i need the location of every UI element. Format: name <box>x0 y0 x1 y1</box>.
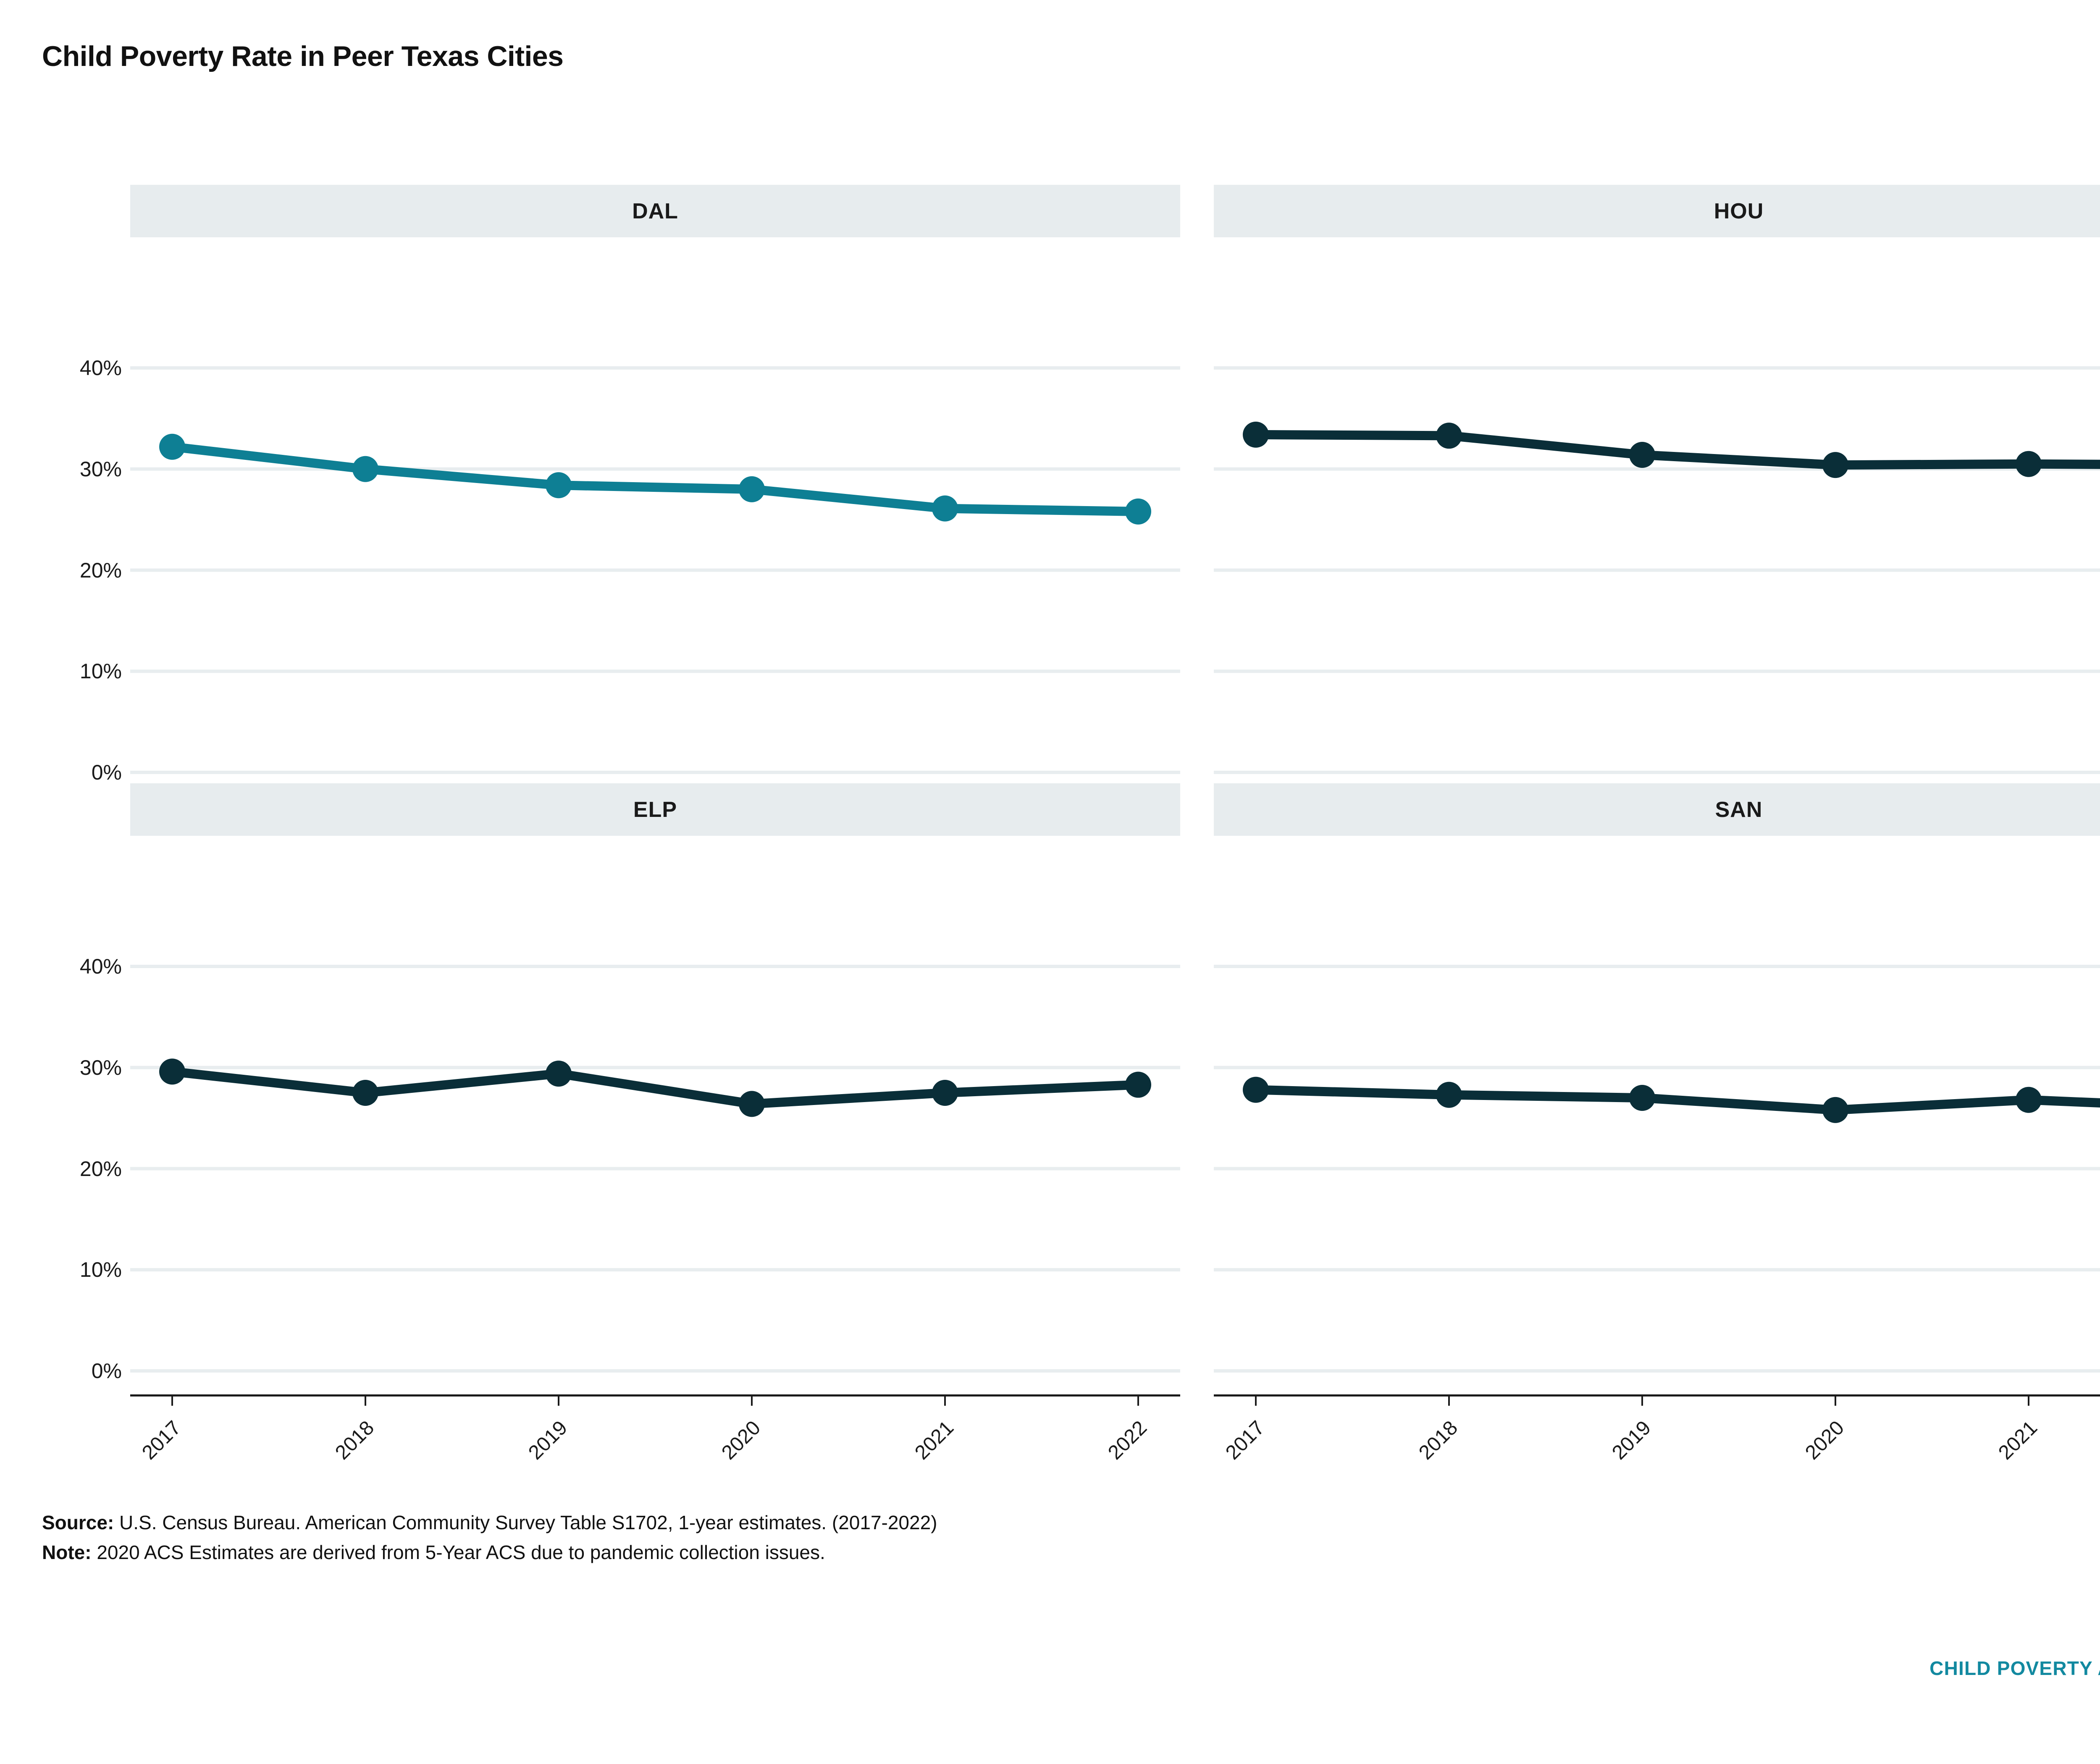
x-axis-tick-mark <box>1448 1396 1450 1406</box>
x-axis-tick-mark <box>365 1396 366 1406</box>
x-axis-tick-label: 2017 <box>138 1416 186 1464</box>
line-chart-hou <box>1214 366 2100 774</box>
facet-label-elp: ELP <box>633 797 677 822</box>
line-chart-dal <box>130 366 1180 774</box>
x-axis-tick-mark <box>2028 1396 2029 1406</box>
footnotes: Source: U.S. Census Bureau. American Com… <box>42 1508 1974 1568</box>
data-point[interactable] <box>1822 1097 1848 1123</box>
data-point[interactable] <box>1243 1076 1269 1103</box>
data-point[interactable] <box>352 456 378 482</box>
plot-area-san <box>1214 836 2100 1382</box>
data-point[interactable] <box>546 472 572 499</box>
x-axis-tick-mark <box>1641 1396 1643 1406</box>
x-axis-tick-mark <box>944 1396 946 1406</box>
x-axis-tick-label: 2018 <box>331 1416 379 1464</box>
x-axis-tick-label: 2021 <box>1994 1416 2042 1464</box>
source-label: Source: <box>42 1512 114 1533</box>
facet-strip-san: SAN <box>1214 783 2100 836</box>
data-point[interactable] <box>1629 1084 1655 1111</box>
data-point[interactable] <box>739 1091 765 1117</box>
brand-logo-text: CHILD POVERTY ACTION LAB <box>1929 1657 2100 1679</box>
x-axis-tick-label: 2019 <box>524 1416 572 1464</box>
plot-area-elp <box>130 836 1180 1382</box>
facet-label-hou: HOU <box>1714 199 1764 223</box>
page-title: Child Poverty Rate in Peer Texas Cities <box>42 40 564 72</box>
facet-label-san: SAN <box>1715 797 1763 822</box>
y-axis-tick-label: 40% <box>79 356 122 380</box>
x-axis-tick-mark <box>1137 1396 1139 1406</box>
x-axis-tick-label: 2018 <box>1415 1416 1462 1464</box>
data-point[interactable] <box>352 1079 378 1106</box>
data-point[interactable] <box>159 1058 185 1085</box>
note-label: Note: <box>42 1541 92 1564</box>
data-point[interactable] <box>1125 498 1151 525</box>
data-point[interactable] <box>932 495 958 522</box>
x-axis-tick-label: 2020 <box>717 1416 765 1464</box>
note-line: Note: 2020 ACS Estimates are derived fro… <box>42 1538 1974 1567</box>
series-line-elp <box>168 1067 1143 1109</box>
facet-strip-dal: DAL <box>130 185 1180 237</box>
source-text: U.S. Census Bureau. American Community S… <box>114 1512 937 1533</box>
x-axis-tick-mark <box>751 1396 753 1406</box>
y-axis-tick-label: 10% <box>79 659 122 683</box>
data-point[interactable] <box>1125 1071 1151 1098</box>
series-line-san <box>1251 1085 2100 1115</box>
y-axis-tick-label: 30% <box>79 457 122 481</box>
x-axis-tick-label: 2017 <box>1221 1416 1269 1464</box>
plot-area-dal <box>130 237 1180 783</box>
data-point[interactable] <box>1629 442 1655 468</box>
data-point[interactable] <box>1243 421 1269 448</box>
facet-strip-elp: ELP <box>130 783 1180 836</box>
x-axis-tick-label: 2022 <box>1104 1416 1152 1464</box>
data-point[interactable] <box>1436 423 1462 449</box>
facet-strip-hou: HOU <box>1214 185 2100 237</box>
source-line: Source: U.S. Census Bureau. American Com… <box>42 1508 1974 1538</box>
x-axis-line <box>130 1394 1180 1396</box>
data-point[interactable] <box>2016 451 2042 477</box>
x-axis-tick-label: 2020 <box>1801 1416 1849 1464</box>
y-axis-tick-label: 20% <box>79 558 122 582</box>
data-point[interactable] <box>2016 1087 2042 1113</box>
y-axis-tick-label: 10% <box>79 1258 122 1282</box>
x-axis-tick-label: 2021 <box>911 1416 958 1464</box>
x-axis-tick-label: 2019 <box>1608 1416 1656 1464</box>
plot-area-hou <box>1214 237 2100 783</box>
line-chart-elp <box>130 965 1180 1373</box>
x-axis-line <box>1214 1394 2100 1396</box>
series-line-dal <box>168 442 1143 516</box>
x-axis-tick-mark <box>1255 1396 1257 1406</box>
line-chart-san <box>1214 965 2100 1373</box>
x-axis-tick-mark <box>171 1396 173 1406</box>
y-axis-tick-label: 0% <box>91 761 122 784</box>
data-point[interactable] <box>159 433 185 460</box>
note-text: 2020 ACS Estimates are derived from 5-Ye… <box>91 1541 825 1564</box>
data-point[interactable] <box>932 1079 958 1106</box>
facet-label-dal: DAL <box>632 199 678 223</box>
x-axis-tick-mark <box>1835 1396 1836 1406</box>
data-point[interactable] <box>546 1060 572 1087</box>
x-axis-tick-mark <box>558 1396 559 1406</box>
y-axis-tick-label: 0% <box>91 1359 122 1383</box>
facet-grid: DAL HOU ELP SAN 0% 10% 20% 30% 40% 0% 10% 20% 3… <box>0 185 2100 1464</box>
y-axis-tick-label: 40% <box>79 955 122 978</box>
data-point[interactable] <box>1436 1082 1462 1108</box>
y-axis-tick-label: 20% <box>79 1157 122 1181</box>
x-axis-left-column: 2017 2018 2019 2020 2021 2022 <box>130 1394 1180 1491</box>
series-line-hou <box>1251 430 2100 470</box>
y-axis-tick-label: 30% <box>79 1055 122 1079</box>
data-point[interactable] <box>739 476 765 502</box>
data-point[interactable] <box>1822 452 1848 478</box>
